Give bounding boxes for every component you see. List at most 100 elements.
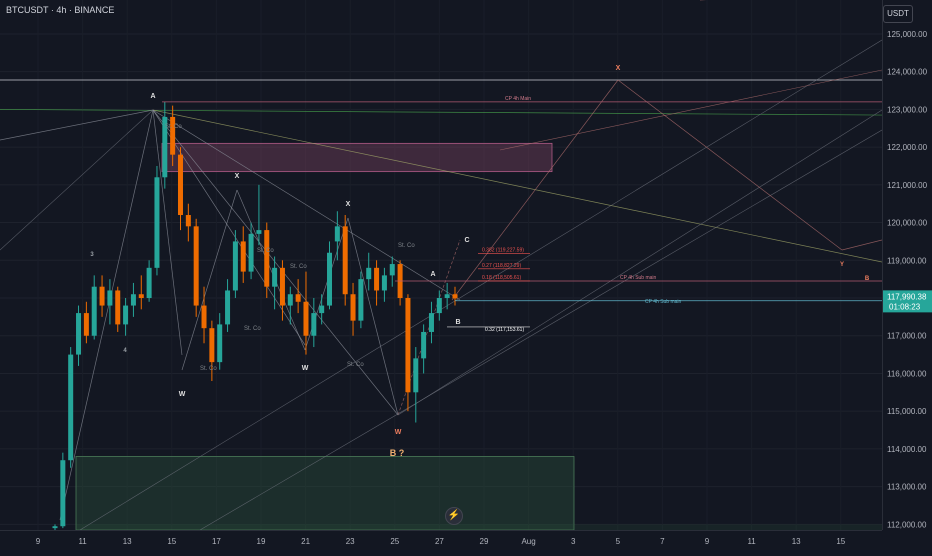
time-tick-label: 25 xyxy=(390,537,399,546)
time-tick-label: 15 xyxy=(167,537,176,546)
trendline xyxy=(0,109,154,251)
candle xyxy=(311,298,317,348)
price-tick-label: 119,000.00 xyxy=(887,256,927,265)
wave-label: B xyxy=(455,319,460,326)
price-tick-label: 120,000.00 xyxy=(887,219,928,228)
candle xyxy=(225,279,231,332)
st-co-label: St. Co xyxy=(257,248,274,254)
candle xyxy=(374,260,380,306)
time-axis-labels: 9 11 13 15 17 19 21 23 25 27 29 Aug 3 5 7 9 11 13 15 xyxy=(36,537,846,546)
time-tick-label: 19 xyxy=(257,537,266,546)
wave-label: 3 xyxy=(90,252,94,258)
wave-label: Y xyxy=(840,262,844,268)
time-tick-label: 27 xyxy=(435,537,444,546)
price-axis[interactable]: 125,000.00 124,000.00 123,000.00 122,000.00… xyxy=(882,0,932,530)
symbol-title[interactable]: BTCUSDT · 4h · BINANCE xyxy=(6,5,115,15)
time-tick-label: 29 xyxy=(480,537,489,546)
time-tick-label: 13 xyxy=(123,537,132,546)
candle xyxy=(303,271,309,355)
trendline xyxy=(152,109,306,346)
last-price-label: 117,990.38 xyxy=(887,292,927,301)
h-line-green xyxy=(0,109,882,116)
st-co-label: St. Co xyxy=(290,264,307,270)
currency-button[interactable]: USDT xyxy=(883,5,913,23)
candle xyxy=(107,279,113,325)
candle xyxy=(99,275,105,317)
trendline xyxy=(79,39,882,530)
candle xyxy=(428,301,434,344)
trendline xyxy=(152,109,461,301)
wave-label: X xyxy=(616,65,621,72)
time-axis[interactable]: 9 11 13 15 17 19 21 23 25 27 29 Aug 3 5 7 9 11 13 15 xyxy=(0,530,882,551)
time-tick-label: 9 xyxy=(705,537,710,546)
candle xyxy=(389,256,395,287)
candle xyxy=(162,101,168,189)
candle xyxy=(123,298,129,336)
candle xyxy=(115,286,121,332)
candle xyxy=(436,290,442,321)
candle xyxy=(444,282,450,310)
candle xyxy=(83,301,89,344)
candle xyxy=(52,524,58,530)
candle xyxy=(327,241,333,310)
candle xyxy=(177,147,183,231)
trendline xyxy=(499,69,882,151)
wave-label: W xyxy=(395,429,402,436)
trendline xyxy=(152,109,183,356)
candle xyxy=(272,256,278,310)
level-label: CP 4h Sub main xyxy=(645,299,682,305)
candle xyxy=(185,203,191,242)
candle xyxy=(138,275,144,310)
flash-icon[interactable]: ⚡ xyxy=(445,507,463,525)
time-tick-label: 3 xyxy=(571,537,576,546)
candle xyxy=(248,222,254,280)
wave-label: X xyxy=(346,201,351,208)
candle xyxy=(413,347,419,423)
candle xyxy=(217,313,223,370)
wave-label: W xyxy=(179,391,186,398)
candle xyxy=(287,286,293,325)
st-co-label: St. Co xyxy=(165,124,182,130)
st-co-label: St. Co xyxy=(347,362,364,368)
time-tick-label: 11 xyxy=(78,537,87,546)
trendline xyxy=(152,109,882,263)
candle xyxy=(68,347,74,468)
fib-label: 0.18 (118,505.61) xyxy=(482,275,521,281)
trendline xyxy=(347,217,399,416)
trendline xyxy=(199,129,882,530)
st-co-label: St. Co xyxy=(398,243,415,249)
candle xyxy=(232,230,238,299)
wave-label: A xyxy=(150,93,155,100)
price-tick-label: 112,000.00 xyxy=(887,520,927,529)
wave-label: 4 xyxy=(123,348,127,354)
candle xyxy=(264,222,270,299)
fib-label: 0.382 (119,227.59) xyxy=(482,248,524,254)
candle xyxy=(381,267,387,302)
level-label: CP 4h Main xyxy=(505,96,531,102)
trendline xyxy=(841,239,882,251)
annotations: A X X W W X W 3 4 A B C B ? Y B St. Co St. Co St. Co St. C… xyxy=(90,65,870,458)
wave-label: C xyxy=(464,237,469,244)
candle xyxy=(91,275,97,340)
fib-label: 0.27 (118,827.29) xyxy=(482,263,521,269)
price-tick-label: 117,000.00 xyxy=(887,332,927,341)
trendline xyxy=(451,79,619,301)
time-tick-label: Aug xyxy=(521,537,535,546)
candle xyxy=(256,184,262,246)
candle xyxy=(405,294,411,412)
candle xyxy=(397,260,403,306)
price-tick-label: 114,000.00 xyxy=(887,445,927,454)
candle xyxy=(342,215,348,306)
candle xyxy=(146,260,152,302)
price-tick-label: 115,000.00 xyxy=(887,407,927,416)
time-tick-label: 11 xyxy=(747,537,756,546)
support-zone-bottom xyxy=(76,524,882,530)
wave-label: X xyxy=(235,173,240,180)
candle xyxy=(452,286,458,306)
chart-canvas[interactable]: CP 4h Main CP 4h Sub main CP 4h Sub main 0.… xyxy=(0,0,882,530)
levels: CP 4h Main CP 4h Sub main CP 4h Sub main 0.… xyxy=(162,96,882,333)
candles xyxy=(52,101,458,530)
last-price-badge xyxy=(883,290,932,313)
countdown-label: 01:08:23 xyxy=(889,302,921,311)
trendlines xyxy=(0,0,882,530)
